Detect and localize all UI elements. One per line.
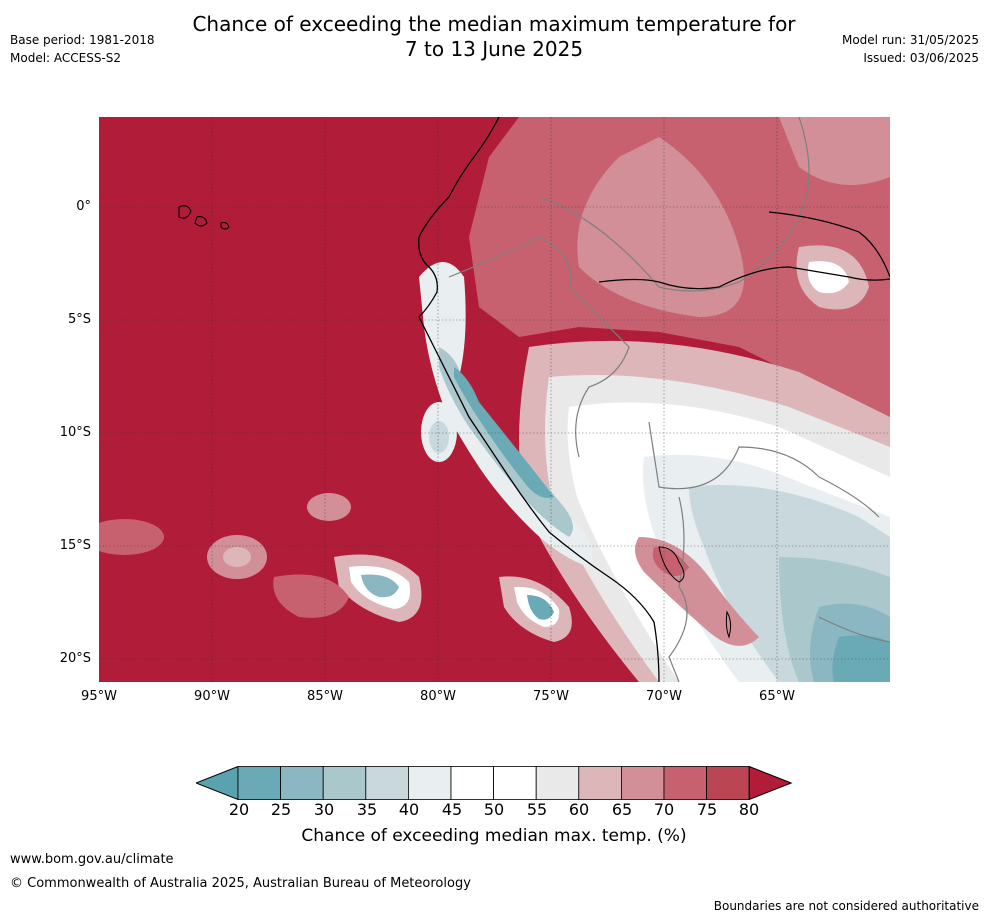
colorbar-tick-20: 20 bbox=[228, 800, 250, 819]
colorbar-segment bbox=[365, 766, 409, 800]
colorbar-tick-40: 40 bbox=[398, 800, 420, 819]
boundary-colombia bbox=[538, 117, 810, 292]
contour-region-north-inner bbox=[577, 137, 744, 317]
base-period: Base period: 1981-2018 bbox=[10, 33, 155, 47]
colorbar-tick-80: 80 bbox=[738, 800, 760, 819]
lake-poopo bbox=[725, 610, 732, 639]
model-run: Model run: 31/05/2025 bbox=[841, 33, 979, 47]
map-title: Chance of exceeding the median maximum t… bbox=[0, 12, 988, 62]
boundary-ecuador-peru bbox=[448, 236, 630, 458]
gridlines bbox=[99, 117, 890, 682]
x-label-95w: 95°W bbox=[81, 689, 117, 704]
offshore-patch-west-4 bbox=[273, 574, 349, 618]
colorbar-tick-65: 65 bbox=[611, 800, 633, 819]
coastal-band-core bbox=[454, 367, 554, 498]
footer-disclaimer: Boundaries are not considered authoritat… bbox=[713, 899, 979, 913]
colorbar-tick-60: 60 bbox=[568, 800, 590, 819]
boundary-peru-bolivia bbox=[668, 496, 688, 682]
footer-copyright: © Commonwealth of Australia 2025, Austra… bbox=[10, 876, 471, 891]
colorbar-segment bbox=[237, 766, 281, 800]
colorbar-tick-25: 25 bbox=[270, 800, 292, 819]
offshore-patch-west-2 bbox=[307, 493, 351, 521]
x-label-70w: 70°W bbox=[646, 689, 682, 704]
rio-negro bbox=[768, 211, 890, 278]
colorbar-segment bbox=[450, 766, 494, 800]
colorbar-segment bbox=[280, 766, 324, 800]
title-line-2: 7 to 13 June 2025 bbox=[404, 37, 584, 61]
colorbar-segment bbox=[620, 766, 665, 800]
galapagos-island-1 bbox=[178, 205, 192, 219]
meta-left: Base period: 1981-2018 Model: ACCESS-S2 bbox=[10, 31, 155, 67]
colorbar-tick-75: 75 bbox=[696, 800, 718, 819]
galapagos-island-3 bbox=[220, 222, 230, 230]
x-label-65w: 65°W bbox=[759, 689, 795, 704]
offshore-blob-1-core bbox=[429, 421, 449, 453]
footer-url[interactable]: www.bom.gov.au/climate bbox=[10, 852, 174, 867]
colorbar-label: Chance of exceeding median max. temp. (%… bbox=[301, 826, 687, 846]
colorbar-under-arrow bbox=[196, 766, 239, 800]
colorbar-tick-35: 35 bbox=[356, 800, 378, 819]
x-label-90w: 90°W bbox=[194, 689, 230, 704]
boundary-bolivia-brazil bbox=[818, 616, 890, 643]
x-label-75w: 75°W bbox=[533, 689, 569, 704]
lake-titicaca bbox=[658, 546, 685, 583]
y-label-5s: 5°S bbox=[67, 312, 91, 327]
colorbar-segment bbox=[407, 766, 452, 800]
colorbar bbox=[196, 766, 793, 800]
issued-date: Issued: 03/06/2025 bbox=[863, 51, 979, 65]
coastline bbox=[418, 117, 660, 682]
offshore-patch-west-3 bbox=[99, 519, 164, 555]
colorbar-segment bbox=[535, 766, 580, 800]
colorbar-segment bbox=[493, 766, 537, 800]
colorbar-segment bbox=[578, 766, 622, 800]
colorbar-tick-45: 45 bbox=[441, 800, 463, 819]
colorbar-tick-30: 30 bbox=[313, 800, 335, 819]
colorbar-segment bbox=[706, 766, 750, 800]
x-label-80w: 80°W bbox=[420, 689, 456, 704]
y-label-15s: 15°S bbox=[59, 538, 91, 553]
model-name: Model: ACCESS-S2 bbox=[10, 51, 122, 65]
colorbar-tick-70: 70 bbox=[653, 800, 675, 819]
offshore-blob-3-core bbox=[527, 595, 554, 620]
colorbar-tick-50: 50 bbox=[483, 800, 505, 819]
y-label-0: 0° bbox=[76, 199, 91, 214]
colorbar-segment bbox=[322, 766, 367, 800]
offshore-blob-2-core bbox=[361, 574, 399, 598]
colorbar-over-arrow bbox=[748, 766, 793, 800]
amazon-river bbox=[598, 266, 890, 290]
colorbar-tick-55: 55 bbox=[526, 800, 548, 819]
x-label-85w: 85°W bbox=[307, 689, 343, 704]
forecast-map bbox=[99, 117, 890, 682]
contour-region-20 bbox=[832, 635, 890, 682]
boundary-peru-brazil bbox=[648, 421, 880, 518]
galapagos-island-2 bbox=[194, 216, 208, 227]
title-line-1: Chance of exceeding the median maximum t… bbox=[192, 12, 796, 36]
contour-region-ne-white bbox=[807, 261, 849, 294]
offshore-patch-west-1-core bbox=[223, 547, 251, 567]
contour-region-ne bbox=[779, 117, 890, 185]
coastal-band-outer bbox=[419, 262, 593, 567]
y-label-20s: 20°S bbox=[59, 651, 91, 666]
contour-region-titicaca-core bbox=[652, 547, 689, 576]
colorbar-segment bbox=[663, 766, 707, 800]
meta-right: Model run: 31/05/2025 Issued: 03/06/2025 bbox=[842, 31, 979, 67]
y-label-10s: 10°S bbox=[59, 425, 91, 440]
